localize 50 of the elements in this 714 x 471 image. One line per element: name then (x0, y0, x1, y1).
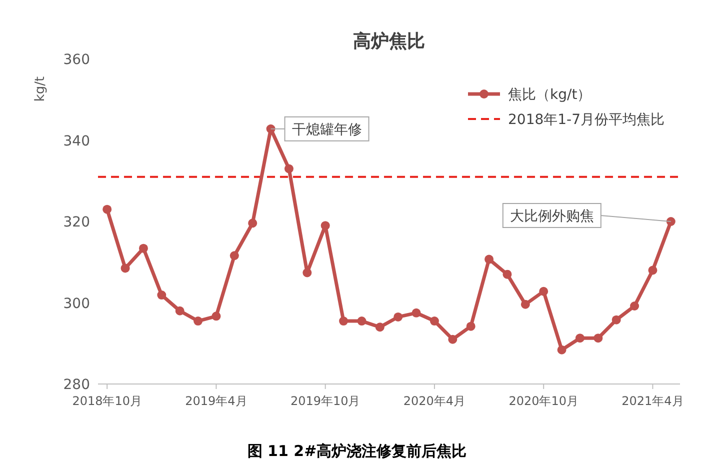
point (194, 316, 203, 326)
point (284, 164, 294, 174)
y-tick-label: 360 (63, 52, 90, 68)
point (212, 312, 221, 321)
annotation: 大比例外购焦 (510, 208, 594, 224)
point (612, 315, 621, 324)
point (412, 308, 421, 318)
point (248, 218, 258, 228)
y-tick-label: 340 (63, 133, 90, 150)
point (266, 124, 276, 134)
point (339, 316, 348, 326)
point (575, 334, 584, 343)
point (120, 264, 130, 273)
legend-label: 焦比（kg/t） (508, 87, 592, 103)
y-tick-label: 320 (63, 214, 90, 230)
x-tick-label: 2021年4月 (622, 394, 684, 408)
point (502, 270, 512, 279)
annotation: 干熄罐年修 (292, 122, 362, 138)
x-tick-label: 2019年4月 (185, 394, 248, 408)
point (666, 217, 676, 226)
point (230, 251, 239, 260)
point (648, 266, 658, 275)
point (320, 221, 330, 230)
point (430, 316, 439, 326)
point (630, 302, 640, 310)
point (138, 244, 148, 253)
x-tick-label: 2019年10月 (290, 394, 360, 408)
y-tick-label: 280 (63, 377, 90, 393)
point (466, 322, 476, 331)
point (157, 290, 166, 300)
x-tick-label: 2020年4月 (403, 394, 466, 408)
y-tick-label: 300 (63, 296, 90, 312)
point (520, 300, 530, 309)
point (357, 316, 366, 326)
x-tick-label: 2020年10月 (508, 394, 578, 408)
x-tick-label: 2018年10月 (72, 394, 142, 408)
point (484, 254, 494, 264)
point (448, 334, 458, 344)
point (102, 204, 112, 214)
point (594, 334, 603, 343)
point (539, 286, 548, 296)
caption: 图 11 2#高炉浇注修复前后焦比 (247, 442, 467, 460)
point (394, 312, 403, 322)
point (302, 268, 312, 278)
chart-title: 高炉焦比 (353, 31, 425, 52)
legend-label: 2018年1-7月份平均焦比 (508, 112, 664, 128)
point (557, 345, 566, 354)
point (375, 322, 384, 332)
y-axis-title: kg/t (33, 76, 48, 102)
point (175, 306, 184, 316)
